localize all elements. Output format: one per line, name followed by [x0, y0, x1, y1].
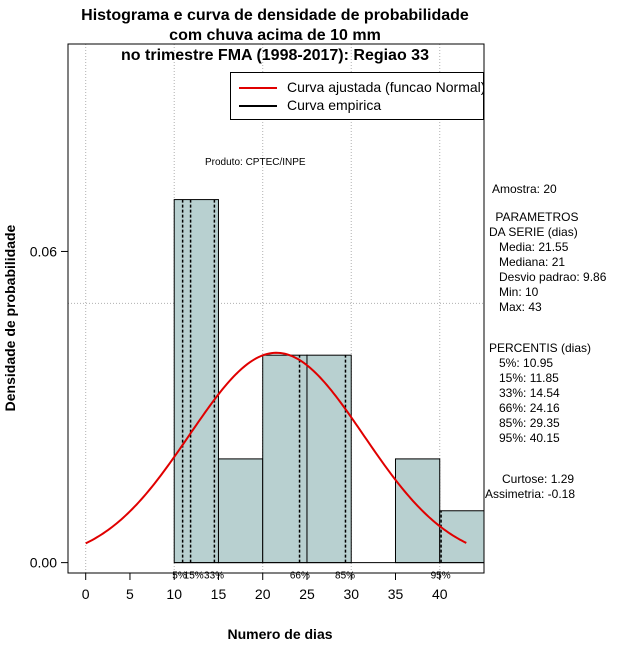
x-tick-label-40: 40	[432, 586, 448, 602]
percentile-label-85: 85%	[335, 571, 355, 582]
percentile-label-95: 95%	[431, 571, 451, 582]
media-text: Media: 21.55	[489, 240, 569, 254]
legend-label-empirica: Curva empirica	[287, 97, 382, 113]
curtose-text: Curtose: 1.29	[492, 472, 575, 486]
x-tick-label-30: 30	[343, 586, 359, 602]
histogram-bar-6	[439, 510, 485, 564]
percentile-label-5: 5%	[172, 571, 187, 582]
x-tick-label-25: 25	[299, 586, 315, 602]
p5-text: 5%: 10.95	[489, 356, 554, 370]
amostra-text: Amostra: 20	[492, 182, 557, 196]
legend: Curva ajustada (funcao Normal) Curva emp…	[230, 72, 486, 120]
assimetria-text: Assimetria: -0.18	[485, 487, 576, 501]
p85-text: 85%: 29.35	[489, 416, 560, 430]
chart-title-line-3: no trimestre FMA (1998-2017): Regiao 33	[121, 47, 429, 64]
produto-label: Produto: CPTEC/INPE	[205, 157, 306, 168]
chart-title-line-1: Histograma e curva de densidade de proba…	[81, 7, 469, 24]
y-tick-label-1: 0.06	[30, 243, 57, 259]
x-tick-label-35: 35	[388, 586, 404, 602]
chart-title-line-2: com chuva acima de 10 mm	[169, 27, 381, 44]
p95-text: 95%: 40.15	[489, 431, 560, 445]
normal-curve	[85, 351, 467, 545]
y-tick-label-0: 0.00	[30, 555, 57, 571]
parametros-title-2: DA SERIE (dias)	[489, 225, 578, 239]
max-text: Max: 43	[489, 300, 542, 314]
percentile-label-33: 33%	[204, 571, 224, 582]
p33-text: 33%: 14.54	[489, 386, 560, 400]
x-tick-label-15: 15	[211, 586, 227, 602]
x-tick-label-10: 10	[166, 586, 182, 602]
histogram-bar-1	[217, 458, 264, 564]
x-axis-label: Numero de dias	[227, 626, 333, 642]
plot-frame	[67, 43, 485, 574]
legend-label-normal: Curva ajustada (funcao Normal)	[287, 79, 486, 95]
y-axis-label: Densidade de probabilidade	[2, 224, 18, 412]
p66-text: 66%: 24.16	[489, 401, 560, 415]
min-text: Min: 10	[489, 285, 539, 299]
x-tick-label-5: 5	[126, 586, 134, 602]
histogram-bar-5	[394, 458, 441, 564]
percentis-title: PERCENTIS (dias)	[489, 341, 592, 355]
mediana-text: Mediana: 21	[489, 255, 566, 269]
percentile-label-15: 15%	[184, 571, 204, 582]
histogram-bar-2	[262, 354, 308, 564]
histogram-bar-0	[173, 199, 219, 564]
p15-text: 15%: 11.85	[489, 371, 559, 385]
percentile-label-66: 66%	[290, 571, 310, 582]
legend-swatch-black	[239, 105, 277, 107]
desvio-text: Desvio padrao: 9.86	[489, 270, 607, 284]
legend-swatch-red	[239, 87, 277, 89]
x-tick-label-20: 20	[255, 586, 271, 602]
parametros-title-1: PARAMETROS	[492, 210, 579, 224]
x-tick-label-0: 0	[82, 586, 90, 602]
